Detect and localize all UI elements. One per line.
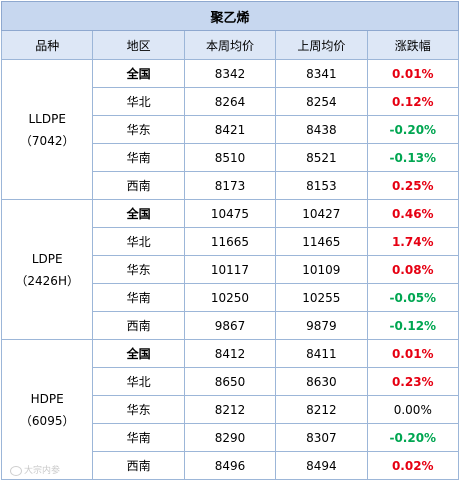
- change-cell: 1.74%: [366, 227, 460, 256]
- change-cell: -0.20%: [366, 423, 460, 452]
- last-week-price-cell: 8153: [275, 171, 368, 200]
- table-row: 华东 8421 8438 -0.20%: [2, 115, 460, 144]
- table-row: LDPE （2426H） 全国 10475 10427 0.46%: [0, 199, 460, 340]
- this-week-price-cell: 10475: [183, 199, 277, 228]
- region-cell: 华北: [92, 87, 185, 116]
- this-week-price-cell: 8264: [183, 87, 277, 116]
- this-week-price-cell: 8496: [183, 451, 277, 480]
- region-cell: 华北: [92, 227, 185, 256]
- last-week-price-cell: 8521: [275, 143, 368, 172]
- change-cell: 0.23%: [366, 367, 460, 396]
- watermark-icon: [10, 465, 22, 476]
- change-cell: 0.01%: [366, 59, 460, 88]
- table-title-row: 聚乙烯: [1, 1, 459, 31]
- region-cell: 全国: [92, 339, 185, 368]
- table-row: 西南 8496 8494 0.02%: [2, 451, 460, 480]
- region-cell: 全国: [92, 59, 185, 88]
- product-cell: HDPE （6095）: [0, 339, 94, 480]
- this-week-price-cell: 8412: [183, 339, 277, 368]
- change-cell: 0.12%: [366, 87, 460, 116]
- last-week-price-cell: 8494: [275, 451, 368, 480]
- table-row: LLDPE （7042） 全国 8342 8341 0.01%: [0, 59, 460, 200]
- region-cell: 西南: [92, 451, 185, 480]
- header-region: 地区: [92, 30, 185, 60]
- last-week-price-cell: 8341: [275, 59, 368, 88]
- table-row: 华北 8264 8254 0.12%: [2, 87, 460, 116]
- region-cell: 西南: [92, 171, 185, 200]
- this-week-price-cell: 8212: [183, 395, 277, 424]
- region-cell: 华东: [92, 255, 185, 284]
- last-week-price-cell: 10109: [275, 255, 368, 284]
- this-week-price-cell: 8650: [183, 367, 277, 396]
- table-header-row: 品种 地区 本周均价 上周均价 涨跌幅: [0, 30, 460, 60]
- last-week-price-cell: 8254: [275, 87, 368, 116]
- this-week-price-cell: 11665: [183, 227, 277, 256]
- this-week-price-cell: 8173: [183, 171, 277, 200]
- last-week-price-cell: 11465: [275, 227, 368, 256]
- this-week-price-cell: 9867: [183, 311, 277, 340]
- table-row: 西南 8173 8153 0.25%: [2, 171, 460, 200]
- change-cell: 0.08%: [366, 255, 460, 284]
- region-cell: 华南: [92, 283, 185, 312]
- product-code: （7042）: [19, 133, 75, 148]
- change-cell: 0.01%: [366, 339, 460, 368]
- product-code: （2426H）: [15, 273, 79, 288]
- last-week-price-cell: 10427: [275, 199, 368, 228]
- product-name: HDPE: [30, 391, 64, 406]
- last-week-price-cell: 8212: [275, 395, 368, 424]
- product-code: （6095）: [19, 413, 75, 428]
- watermark-text: 大宗内参: [24, 466, 61, 476]
- table-row: 华北 11665 11465 1.74%: [2, 227, 460, 256]
- region-cell: 华北: [92, 367, 185, 396]
- this-week-price-cell: 10117: [183, 255, 277, 284]
- change-cell: 0.00%: [366, 395, 460, 424]
- table-row: 华南 8510 8521 -0.13%: [2, 143, 460, 172]
- this-week-price-cell: 10250: [183, 283, 277, 312]
- table-row: 西南 9867 9879 -0.12%: [2, 311, 460, 340]
- region-cell: 华南: [92, 143, 185, 172]
- region-cell: 华东: [92, 395, 185, 424]
- change-cell: -0.20%: [366, 115, 460, 144]
- product-cell: LDPE （2426H）: [0, 199, 94, 340]
- change-cell: -0.13%: [366, 143, 460, 172]
- region-cell: 全国: [92, 199, 185, 228]
- change-cell: -0.05%: [366, 283, 460, 312]
- last-week-price-cell: 10255: [275, 283, 368, 312]
- header-last-week: 上周均价: [275, 30, 368, 60]
- header-change: 涨跌幅: [366, 30, 460, 60]
- table-row: 华南 10250 10255 -0.05%: [2, 283, 460, 312]
- this-week-price-cell: 8342: [183, 59, 277, 88]
- last-week-price-cell: 9879: [275, 311, 368, 340]
- change-cell: 0.46%: [366, 199, 460, 228]
- table-row: HDPE （6095） 全国 8412 8411 0.01%: [0, 339, 460, 480]
- table-row: 华东 10117 10109 0.08%: [2, 255, 460, 284]
- table-row: 华南 8290 8307 -0.20%: [2, 423, 460, 452]
- header-this-week: 本周均价: [183, 30, 277, 60]
- region-cell: 华东: [92, 115, 185, 144]
- this-week-price-cell: 8290: [183, 423, 277, 452]
- change-cell: 0.25%: [366, 171, 460, 200]
- region-cell: 华南: [92, 423, 185, 452]
- header-product: 品种: [0, 30, 94, 60]
- last-week-price-cell: 8411: [275, 339, 368, 368]
- product-name: LDPE: [31, 251, 63, 266]
- product-name: LLDPE: [28, 111, 66, 126]
- change-cell: 0.02%: [366, 451, 460, 480]
- watermark: 大宗内参: [10, 463, 60, 476]
- last-week-price-cell: 8307: [275, 423, 368, 452]
- this-week-price-cell: 8421: [183, 115, 277, 144]
- last-week-price-cell: 8630: [275, 367, 368, 396]
- change-cell: -0.12%: [366, 311, 460, 340]
- region-cell: 西南: [92, 311, 185, 340]
- this-week-price-cell: 8510: [183, 143, 277, 172]
- product-cell: LLDPE （7042）: [0, 59, 94, 200]
- table-title: 聚乙烯: [1, 1, 459, 31]
- last-week-price-cell: 8438: [275, 115, 368, 144]
